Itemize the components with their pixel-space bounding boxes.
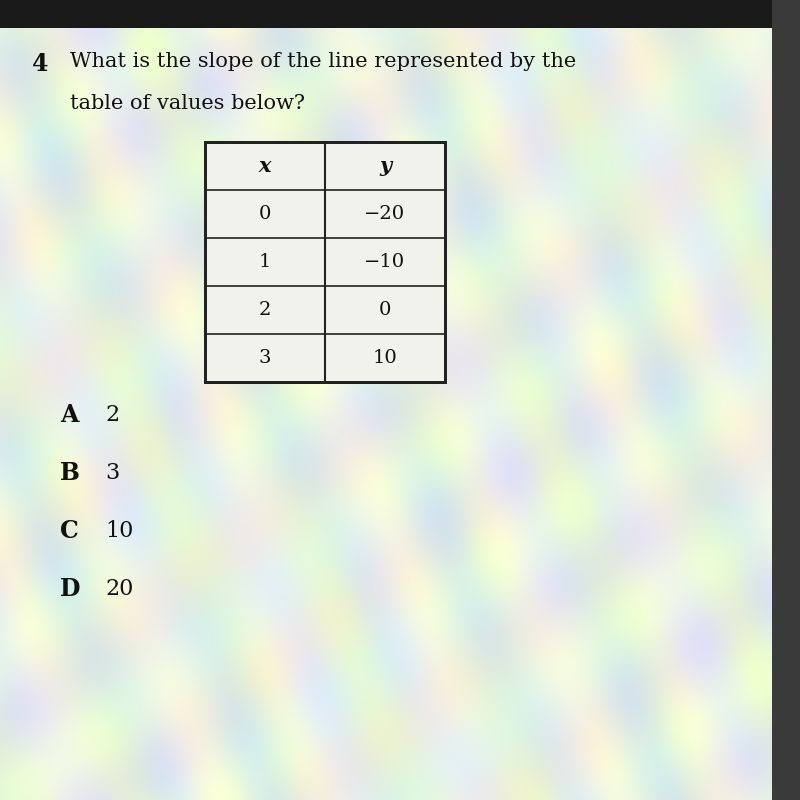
Text: 2: 2 [105, 404, 119, 426]
Text: 0: 0 [379, 301, 391, 319]
Bar [205, 142, 445, 382]
Text: C: C [60, 519, 78, 543]
Text: 2: 2 [259, 301, 271, 319]
Text: −20: −20 [365, 205, 406, 223]
Text: table of values below?: table of values below? [70, 94, 305, 113]
Text: 3: 3 [105, 462, 119, 484]
Text: A: A [60, 403, 78, 427]
Text: 20: 20 [105, 578, 134, 600]
Text: −10: −10 [365, 253, 406, 271]
Text: 1: 1 [259, 253, 271, 271]
Text: 10: 10 [373, 349, 398, 367]
Text: x: x [258, 156, 271, 176]
Text: 10: 10 [105, 520, 134, 542]
Bar [0, 0, 800, 28]
Text: 3: 3 [258, 349, 271, 367]
Text: 4: 4 [32, 52, 49, 76]
Text: D: D [60, 577, 81, 601]
Text: What is the slope of the line represented by the: What is the slope of the line represente… [70, 52, 576, 71]
Bar [205, 142, 445, 382]
Text: B: B [60, 461, 80, 485]
Bar [772, 0, 800, 800]
Text: 0: 0 [259, 205, 271, 223]
Text: y: y [379, 156, 391, 176]
